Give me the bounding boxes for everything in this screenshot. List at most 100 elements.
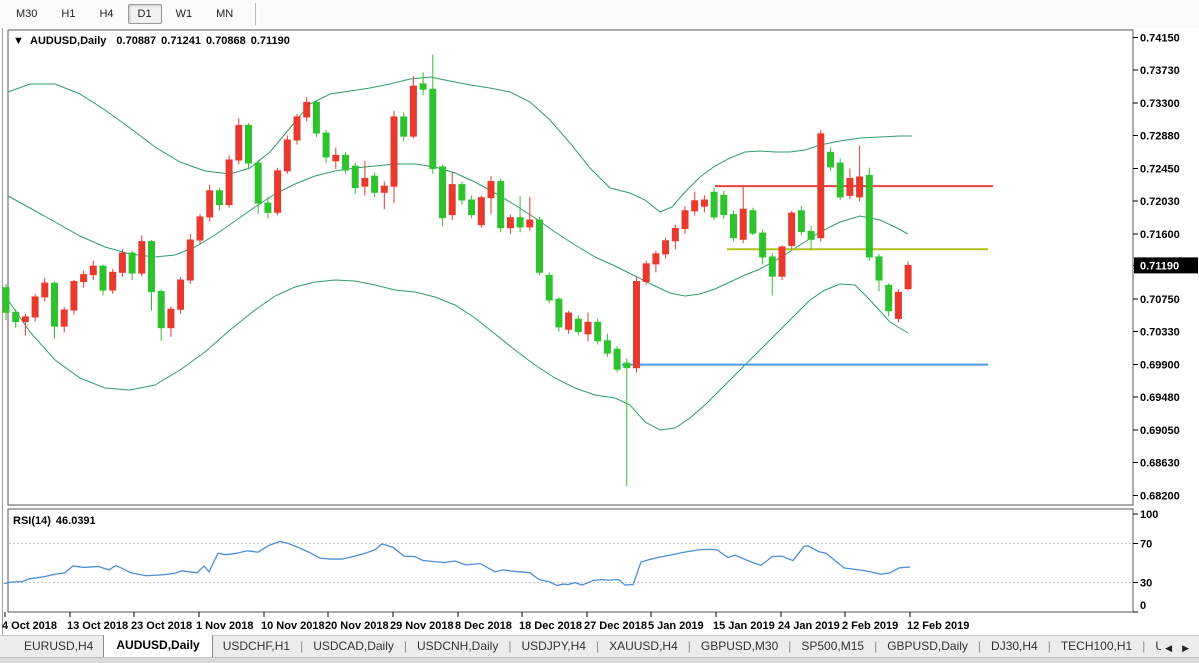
candle-bull	[700, 199, 708, 207]
date-axis-label: 1 Nov 2018	[196, 620, 253, 632]
date-axis-label: 29 Nov 2018	[390, 620, 454, 632]
candle-bull	[691, 200, 699, 212]
price-axis-label: 0.74150	[1140, 33, 1180, 45]
timeframe-button-mn[interactable]: MN	[216, 8, 234, 20]
candle-bull	[167, 308, 175, 329]
tab-separator: |	[874, 639, 878, 653]
candle-bear	[555, 298, 563, 328]
tab-usdcad-daily[interactable]: USDCAD,Daily	[313, 639, 394, 653]
candle-bear	[768, 256, 776, 277]
chart-symbol-label: AUDUSD,Daily	[30, 35, 107, 47]
candle-bull	[652, 253, 660, 265]
candle-bear	[613, 348, 621, 370]
candle-bear	[594, 321, 602, 342]
candle-bear	[254, 162, 262, 204]
candle-bear	[322, 132, 330, 158]
candle-bear	[312, 101, 320, 134]
candle-bull	[477, 197, 485, 226]
price-axis-label: 0.72030	[1140, 196, 1180, 208]
date-axis-label: 15 Jan 2019	[713, 620, 775, 632]
tab-tech100-h1[interactable]: TECH100,H1	[1060, 639, 1133, 653]
main-chart-frame	[7, 29, 1134, 506]
candle-bear	[2, 287, 10, 313]
tab-usdjpy-h4[interactable]: USDJPY,H4	[521, 639, 586, 653]
candle-bull	[138, 241, 146, 274]
candle-bear	[710, 191, 718, 218]
candle-bull	[584, 321, 592, 335]
candle-bull	[448, 184, 456, 216]
ohlc-open: 0.70887	[116, 35, 156, 47]
candle-bull	[21, 316, 29, 323]
price-axis-label: 0.69480	[1140, 392, 1180, 404]
candle-bear	[827, 151, 834, 168]
candle-bull	[303, 101, 311, 118]
price-axis-label: 0.71600	[1140, 229, 1180, 241]
tab-scroll-arrows: ◀ ▶	[1161, 643, 1199, 657]
candle-bear	[497, 181, 505, 229]
tab-gbpusd-m30[interactable]: GBPUSD,M30	[700, 639, 779, 653]
candle-bear	[371, 175, 379, 193]
tab-usdchf-h1[interactable]: USDCHF,H1	[222, 639, 291, 653]
candle-bull	[856, 176, 864, 198]
candle-bear	[429, 88, 437, 169]
candle-bull	[894, 291, 902, 319]
timeframe-button-h4[interactable]: H4	[99, 8, 114, 20]
candle-bear	[516, 217, 524, 228]
candle-bull	[817, 133, 825, 239]
candle-bear	[759, 232, 767, 258]
tab-scroll-left-icon[interactable]: ◀	[1165, 643, 1173, 653]
timeframe-button-d1[interactable]: D1	[127, 4, 162, 24]
chart-dropdown-icon[interactable]: ▼	[13, 35, 24, 47]
window-left-border	[2, 28, 7, 635]
candle-bull	[487, 181, 495, 199]
symbol-tab-bar: EURUSD,H4 AUDUSD,Daily USDCHF,H1 | USDCAD,Da…	[0, 635, 1199, 657]
tab-separator: |	[788, 639, 792, 653]
timeframe-button-m30[interactable]: M30	[16, 8, 38, 20]
tab-gbpusd-daily[interactable]: GBPUSD,Daily	[887, 639, 968, 653]
ohlc-close: 0.71190	[251, 35, 290, 47]
tab-sp500-m15[interactable]: SP500,M15	[801, 639, 865, 653]
candle-bear	[458, 184, 466, 201]
rsi-panel-frame	[7, 508, 1134, 613]
candle-bear	[12, 311, 20, 323]
date-axis-label: 24 Jan 2019	[778, 620, 840, 632]
candle-bull	[506, 217, 514, 229]
rsi-indicator-label: RSI(14) 46.0391	[13, 515, 96, 527]
price-axis-label: 0.70330	[1140, 327, 1180, 339]
timeframe-button-w1[interactable]: W1	[175, 8, 193, 20]
candle-bear	[836, 162, 844, 198]
symbol-tabs: EURUSD,H4 AUDUSD,Daily USDCHF,H1 | USDCAD,Da…	[0, 635, 1161, 657]
rsi-axis-label: 0	[1140, 600, 1146, 612]
toolbar-separator	[255, 3, 260, 25]
timeframe-button-h1[interactable]: H1	[61, 8, 76, 20]
candle-bull	[904, 264, 912, 290]
tab-audusd-daily[interactable]: AUDUSD,Daily	[103, 635, 213, 657]
tab-dj30-h4[interactable]: DJ30,H4	[991, 639, 1038, 653]
tab-separator: |	[687, 639, 691, 653]
candle-bull	[526, 219, 534, 228]
tab-eurusd-h4[interactable]: EURUSD,H4	[24, 639, 94, 653]
candle-bear	[865, 174, 873, 258]
tab-uko[interactable]: UKO	[1155, 639, 1162, 653]
candle-bull	[642, 263, 650, 283]
rsi-axis-label: 100	[1140, 509, 1158, 521]
candle-bull	[177, 279, 185, 310]
date-axis-label: 2 Feb 2019	[842, 620, 898, 632]
tab-scroll-right-icon[interactable]: ▶	[1182, 643, 1189, 653]
candle-bull	[109, 271, 117, 291]
chart-canvas[interactable]: 0.74150 0.73730 0.73300 0.72880 0.72450 0.720…	[0, 28, 1199, 635]
tab-usdcnh-daily[interactable]: USDCNH,Daily	[417, 639, 499, 653]
tab-xauusd-h4[interactable]: XAUUSD,H4	[609, 639, 678, 653]
tab-separator: |	[508, 639, 512, 653]
current-price-tag	[1134, 257, 1198, 274]
candle-bull	[390, 116, 398, 187]
candle-bull	[739, 208, 747, 240]
candle-bear	[720, 194, 728, 216]
timeframe-toolbar: M30 H1 H4 D1 W1 MN	[0, 0, 1199, 28]
candle-bear	[875, 256, 883, 281]
rsi-name: RSI(14)	[13, 515, 51, 527]
tab-separator: |	[595, 639, 600, 653]
date-axis-label: 20 Nov 2018	[325, 620, 389, 632]
candle-bull	[662, 240, 670, 255]
date-axis-label: 27 Dec 2018	[584, 620, 647, 632]
